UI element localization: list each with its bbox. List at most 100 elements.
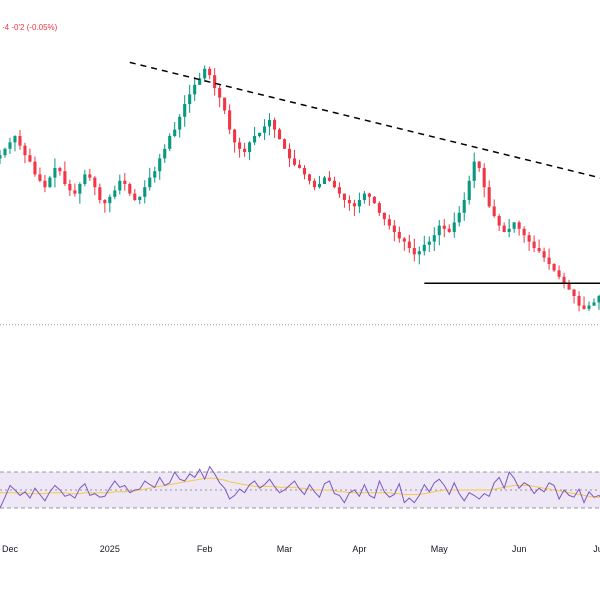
candle-body	[38, 174, 42, 181]
candle-body	[392, 225, 396, 232]
candle-body	[372, 196, 376, 204]
candle-body	[402, 238, 406, 242]
candle-body	[597, 296, 600, 303]
candle-body	[462, 200, 466, 213]
candle-body	[567, 283, 571, 290]
candle-body	[407, 241, 411, 248]
candle-body	[282, 139, 287, 149]
candle-body	[0, 155, 2, 159]
candle-body	[33, 161, 37, 175]
candle-body	[173, 129, 177, 136]
x-tick-label: 2025	[100, 544, 120, 554]
candle-body	[312, 180, 317, 188]
candle-body	[397, 232, 401, 239]
candle-body	[317, 184, 322, 188]
x-tick-label: Jun	[512, 544, 527, 554]
candle-body	[178, 116, 182, 130]
x-tick-label: Jul	[593, 544, 600, 554]
candle-body	[228, 110, 232, 130]
candle-body	[382, 212, 386, 220]
candle-body	[477, 161, 481, 168]
candle-body	[542, 251, 546, 258]
candle-body	[223, 97, 227, 111]
candle-body	[18, 136, 22, 146]
candle-body	[68, 184, 72, 191]
candle-body	[302, 168, 307, 175]
candle-body	[422, 244, 426, 252]
candle-body	[88, 174, 92, 178]
candle-body	[582, 305, 586, 309]
candle-body	[78, 184, 82, 194]
candle-body	[118, 180, 122, 191]
candle-body	[48, 177, 52, 188]
candle-body	[158, 158, 162, 172]
candle-body	[297, 164, 302, 168]
candle-body	[387, 219, 391, 226]
candle-body	[327, 177, 332, 181]
candle-body	[502, 225, 506, 232]
candle-body	[108, 196, 112, 204]
candle-body	[487, 187, 491, 207]
candle-body	[53, 168, 57, 178]
candle-body	[163, 148, 167, 159]
candle-body	[432, 235, 436, 242]
candle-body	[153, 171, 157, 178]
candle-body	[193, 84, 197, 95]
candle-body	[537, 248, 541, 252]
candle-body	[3, 148, 7, 156]
candle-body	[347, 200, 351, 204]
x-tick-label: Dec	[2, 544, 19, 554]
candle-body	[23, 145, 27, 156]
candle-body	[377, 203, 381, 213]
trendlines	[0, 61, 600, 326]
candle-body	[233, 129, 237, 143]
candle-body	[307, 174, 312, 181]
candle-body	[507, 228, 511, 232]
candle-body	[337, 187, 341, 194]
candle-body	[437, 225, 441, 236]
candle-body	[587, 305, 591, 309]
candle-body	[492, 206, 496, 216]
candle-body	[577, 296, 581, 306]
candle-body	[168, 136, 172, 149]
candle-body	[417, 251, 421, 255]
candle-body	[43, 180, 47, 188]
candle-body	[517, 222, 521, 229]
candle-body	[198, 78, 202, 85]
candle-body	[527, 235, 531, 242]
candle-body	[238, 142, 242, 149]
price-pane	[0, 65, 600, 312]
candle-body	[248, 142, 252, 152]
candle-body	[362, 193, 366, 200]
candle-body	[133, 193, 137, 200]
rsi-pane	[0, 465, 600, 512]
candle-body	[447, 228, 451, 232]
candle-body	[467, 180, 471, 200]
candle-body	[557, 270, 561, 277]
candle-body	[522, 228, 526, 236]
candle-body	[58, 168, 62, 172]
candle-body	[253, 136, 257, 143]
candle-body	[332, 180, 336, 188]
candle-body	[442, 225, 446, 229]
candle-body	[258, 132, 262, 136]
candle-body	[138, 196, 142, 200]
candle-body	[243, 148, 247, 152]
candle-body	[367, 193, 371, 197]
candle-body	[287, 148, 292, 159]
candle-body	[572, 289, 576, 296]
candle-body	[268, 120, 272, 127]
candle-body	[412, 248, 416, 255]
candle-body	[188, 94, 192, 104]
candle-body	[143, 187, 147, 197]
candle-body	[148, 177, 152, 188]
price-change-text: ·4 -0'2 (-0.05%)	[2, 23, 58, 32]
x-tick-label: May	[431, 544, 449, 554]
candle-body	[547, 257, 551, 264]
candle-body	[497, 216, 501, 226]
candle-body	[113, 190, 117, 197]
candle-body	[342, 193, 346, 200]
candle-body	[272, 120, 277, 130]
